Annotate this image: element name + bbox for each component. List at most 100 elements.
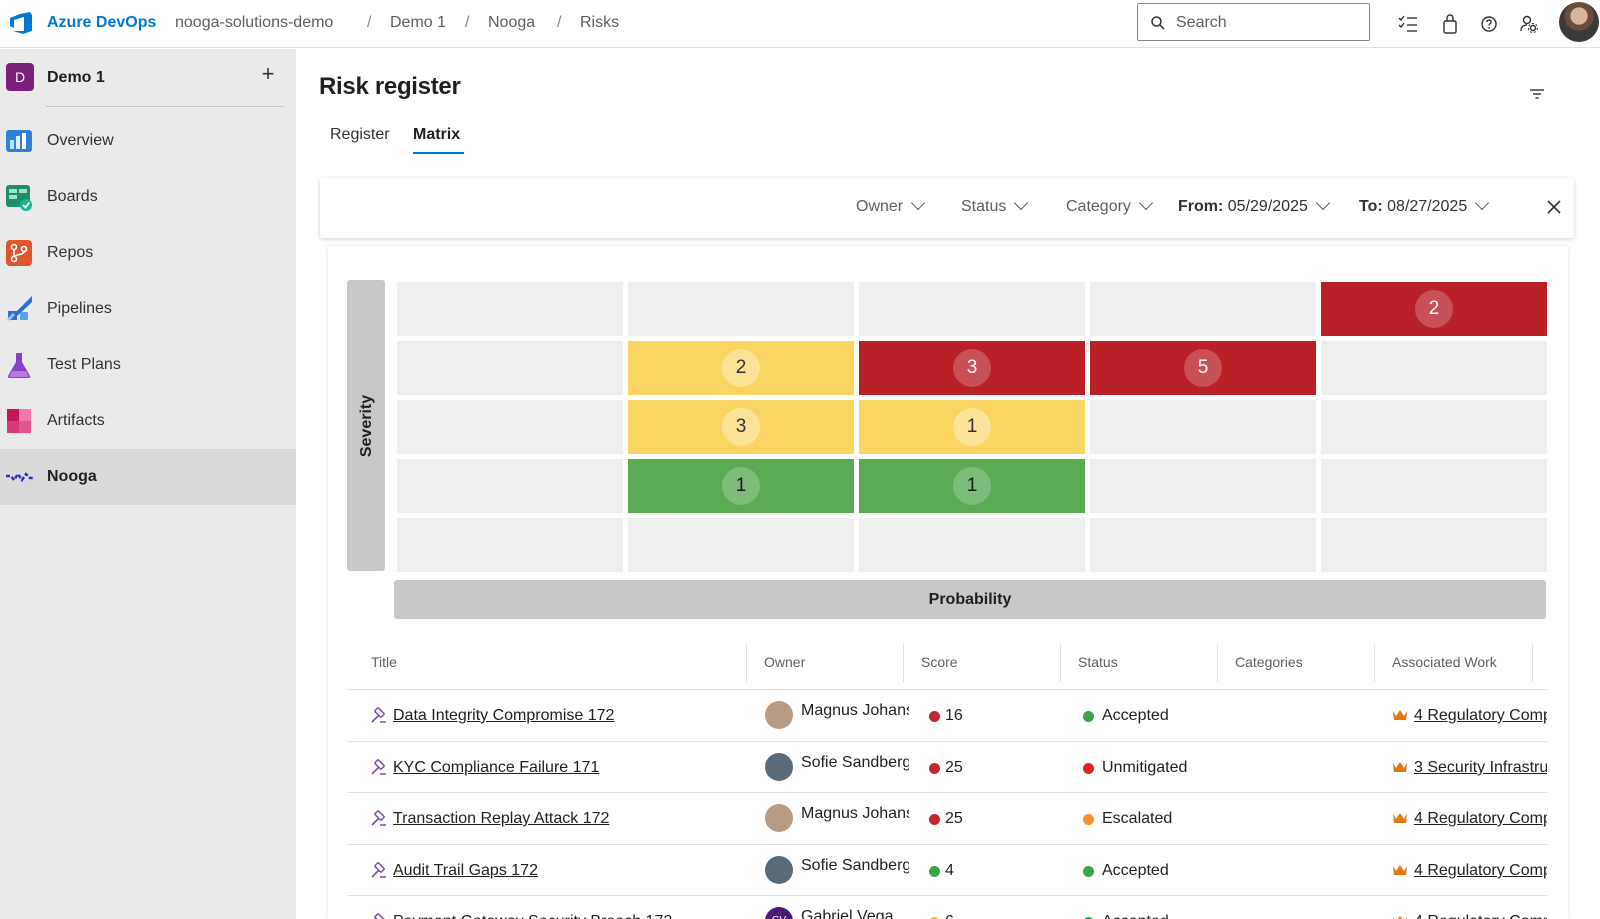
- project-name[interactable]: Demo 1: [47, 69, 105, 86]
- sidebar-item-label: Overview: [47, 132, 114, 149]
- column-header-owner[interactable]: Owner: [764, 654, 806, 670]
- user-settings-icon[interactable]: [1517, 12, 1541, 36]
- help-icon[interactable]: [1477, 12, 1501, 36]
- column-header-title[interactable]: Title: [371, 654, 397, 670]
- avatar: [765, 804, 793, 832]
- column-separator: [1060, 644, 1061, 682]
- probability-axis-label: Probability: [928, 591, 1012, 608]
- breadcrumb-page[interactable]: Risks: [580, 14, 620, 31]
- column-header-categories[interactable]: Categories: [1235, 654, 1303, 670]
- sidebar-item-pipelines[interactable]: Pipelines: [0, 281, 296, 337]
- user-avatar[interactable]: [1559, 2, 1599, 42]
- status-value: Accepted: [1102, 913, 1169, 919]
- crown-icon: [1393, 813, 1407, 823]
- table-row[interactable]: Transaction Replay Attack 172 Magnus Joha…: [347, 793, 1547, 844]
- matrix-cell[interactable]: 2: [628, 341, 854, 395]
- category-filter[interactable]: Category: [1066, 195, 1153, 216]
- score-value: 4: [945, 862, 954, 879]
- risk-count-badge: 1: [953, 467, 991, 505]
- filter-bar: Owner Status Category From: 05/29/2025 T…: [320, 178, 1574, 238]
- risk-count-badge: 3: [953, 349, 991, 387]
- shopping-bag-icon[interactable]: [1438, 12, 1462, 36]
- associated-work-link[interactable]: 3 Security Infrastructure: [1414, 759, 1547, 776]
- associated-work-link[interactable]: 4 Regulatory Compliance: [1414, 913, 1547, 919]
- matrix-cell[interactable]: 1: [628, 459, 854, 513]
- matrix-cell: [1321, 518, 1547, 572]
- column-header-score[interactable]: Score: [921, 654, 958, 670]
- matrix-cell[interactable]: 3: [628, 400, 854, 454]
- associated-work-link[interactable]: 4 Regulatory Compliance: [1414, 810, 1547, 827]
- breadcrumb-separator: /: [465, 14, 470, 31]
- matrix-cell[interactable]: 1: [859, 459, 1085, 513]
- owner-filter[interactable]: Owner: [856, 195, 926, 216]
- search-box[interactable]: [1137, 3, 1370, 41]
- matrix-cell[interactable]: 2: [1321, 282, 1547, 336]
- column-header-status[interactable]: Status: [1078, 654, 1118, 670]
- risk-title-link[interactable]: Data Integrity Compromise 172: [393, 707, 615, 724]
- table-row[interactable]: Audit Trail Gaps 172 Sofie Sandberg 4 Accep…: [347, 845, 1547, 896]
- row-divider: [347, 741, 1547, 742]
- to-date-filter[interactable]: To: 08/27/2025: [1359, 195, 1490, 216]
- azure-devops-logo-icon[interactable]: [8, 11, 34, 35]
- tab-register[interactable]: Register: [330, 126, 390, 143]
- breadcrumb-section[interactable]: Nooga: [488, 14, 536, 31]
- risk-title-link[interactable]: KYC Compliance Failure 171: [393, 759, 600, 776]
- risk-title-link[interactable]: Transaction Replay Attack 172: [393, 810, 610, 827]
- chevron-down-icon: [911, 195, 926, 211]
- crown-icon: [1393, 865, 1407, 875]
- row-divider: [347, 844, 1547, 845]
- project-header[interactable]: D Demo 1 +: [0, 59, 296, 99]
- matrix-cell: [628, 518, 854, 572]
- matrix-cell: [397, 341, 623, 395]
- overview-icon: [6, 130, 32, 152]
- risk-title-link[interactable]: Payment Gateway Security Breach 172: [393, 913, 672, 919]
- status-filter[interactable]: Status: [961, 195, 1029, 216]
- sidebar-item-overview[interactable]: Overview: [0, 113, 296, 169]
- table-row[interactable]: KYC Compliance Failure 171 Sofie Sandberg…: [347, 742, 1547, 793]
- associated-work-link[interactable]: 4 Regulatory Compliance: [1414, 862, 1547, 879]
- close-icon[interactable]: [1543, 196, 1565, 218]
- matrix-cell: [397, 518, 623, 572]
- filter-icon[interactable]: [1527, 84, 1547, 104]
- sidebar-item-repos[interactable]: Repos: [0, 225, 296, 281]
- sidebar-item-boards[interactable]: Boards: [0, 169, 296, 225]
- matrix-cell: [1090, 400, 1316, 454]
- column-separator: [1532, 644, 1533, 682]
- from-date-value: 05/29/2025: [1227, 198, 1308, 215]
- matrix-cell[interactable]: 1: [859, 400, 1085, 454]
- matrix-cell[interactable]: 5: [1090, 341, 1316, 395]
- table-row[interactable]: Payment Gateway Security Breach 172 GV Gab…: [347, 896, 1547, 919]
- probability-axis-bar: [394, 580, 1546, 619]
- risk-count-badge: 5: [1184, 349, 1222, 387]
- column-header-associated-work[interactable]: Associated Work: [1392, 654, 1497, 670]
- avatar: [765, 701, 793, 729]
- sidebar-item-nooga[interactable]: Nooga: [0, 449, 296, 505]
- tab-matrix[interactable]: Matrix: [413, 126, 461, 143]
- avatar: GV: [765, 907, 793, 919]
- row-divider: [347, 689, 1547, 690]
- sidebar-item-label: Pipelines: [47, 300, 112, 317]
- matrix-cell: [397, 400, 623, 454]
- table-row[interactable]: Data Integrity Compromise 172 Magnus Joha…: [347, 690, 1547, 741]
- breadcrumb-organization[interactable]: nooga-solutions-demo: [175, 14, 334, 31]
- matrix-cell: [397, 459, 623, 513]
- breadcrumb-project[interactable]: Demo 1: [390, 14, 447, 31]
- brand-name[interactable]: Azure DevOps: [47, 14, 157, 31]
- column-separator: [746, 644, 747, 682]
- sidebar-item-test-plans[interactable]: Test Plans: [0, 337, 296, 393]
- sidebar-item-artifacts[interactable]: Artifacts: [0, 393, 296, 449]
- from-date-filter[interactable]: From: 05/29/2025: [1178, 195, 1330, 216]
- column-separator: [1217, 644, 1218, 682]
- add-icon[interactable]: +: [261, 61, 275, 86]
- associated-work-link[interactable]: 4 Regulatory Compliance: [1414, 707, 1547, 724]
- from-date-label: From:: [1178, 198, 1224, 215]
- matrix-cell[interactable]: 3: [859, 341, 1085, 395]
- status-value: Escalated: [1102, 810, 1173, 827]
- risk-title-link[interactable]: Audit Trail Gaps 172: [393, 862, 538, 879]
- owner-name: Gabriel Vega: [801, 908, 894, 919]
- artifacts-icon: [7, 409, 31, 433]
- owner-name: Sofie Sandberg: [801, 754, 909, 771]
- search-input[interactable]: [1176, 12, 1356, 34]
- work-items-icon[interactable]: [1396, 12, 1420, 36]
- status-filter-label: Status: [961, 198, 1007, 215]
